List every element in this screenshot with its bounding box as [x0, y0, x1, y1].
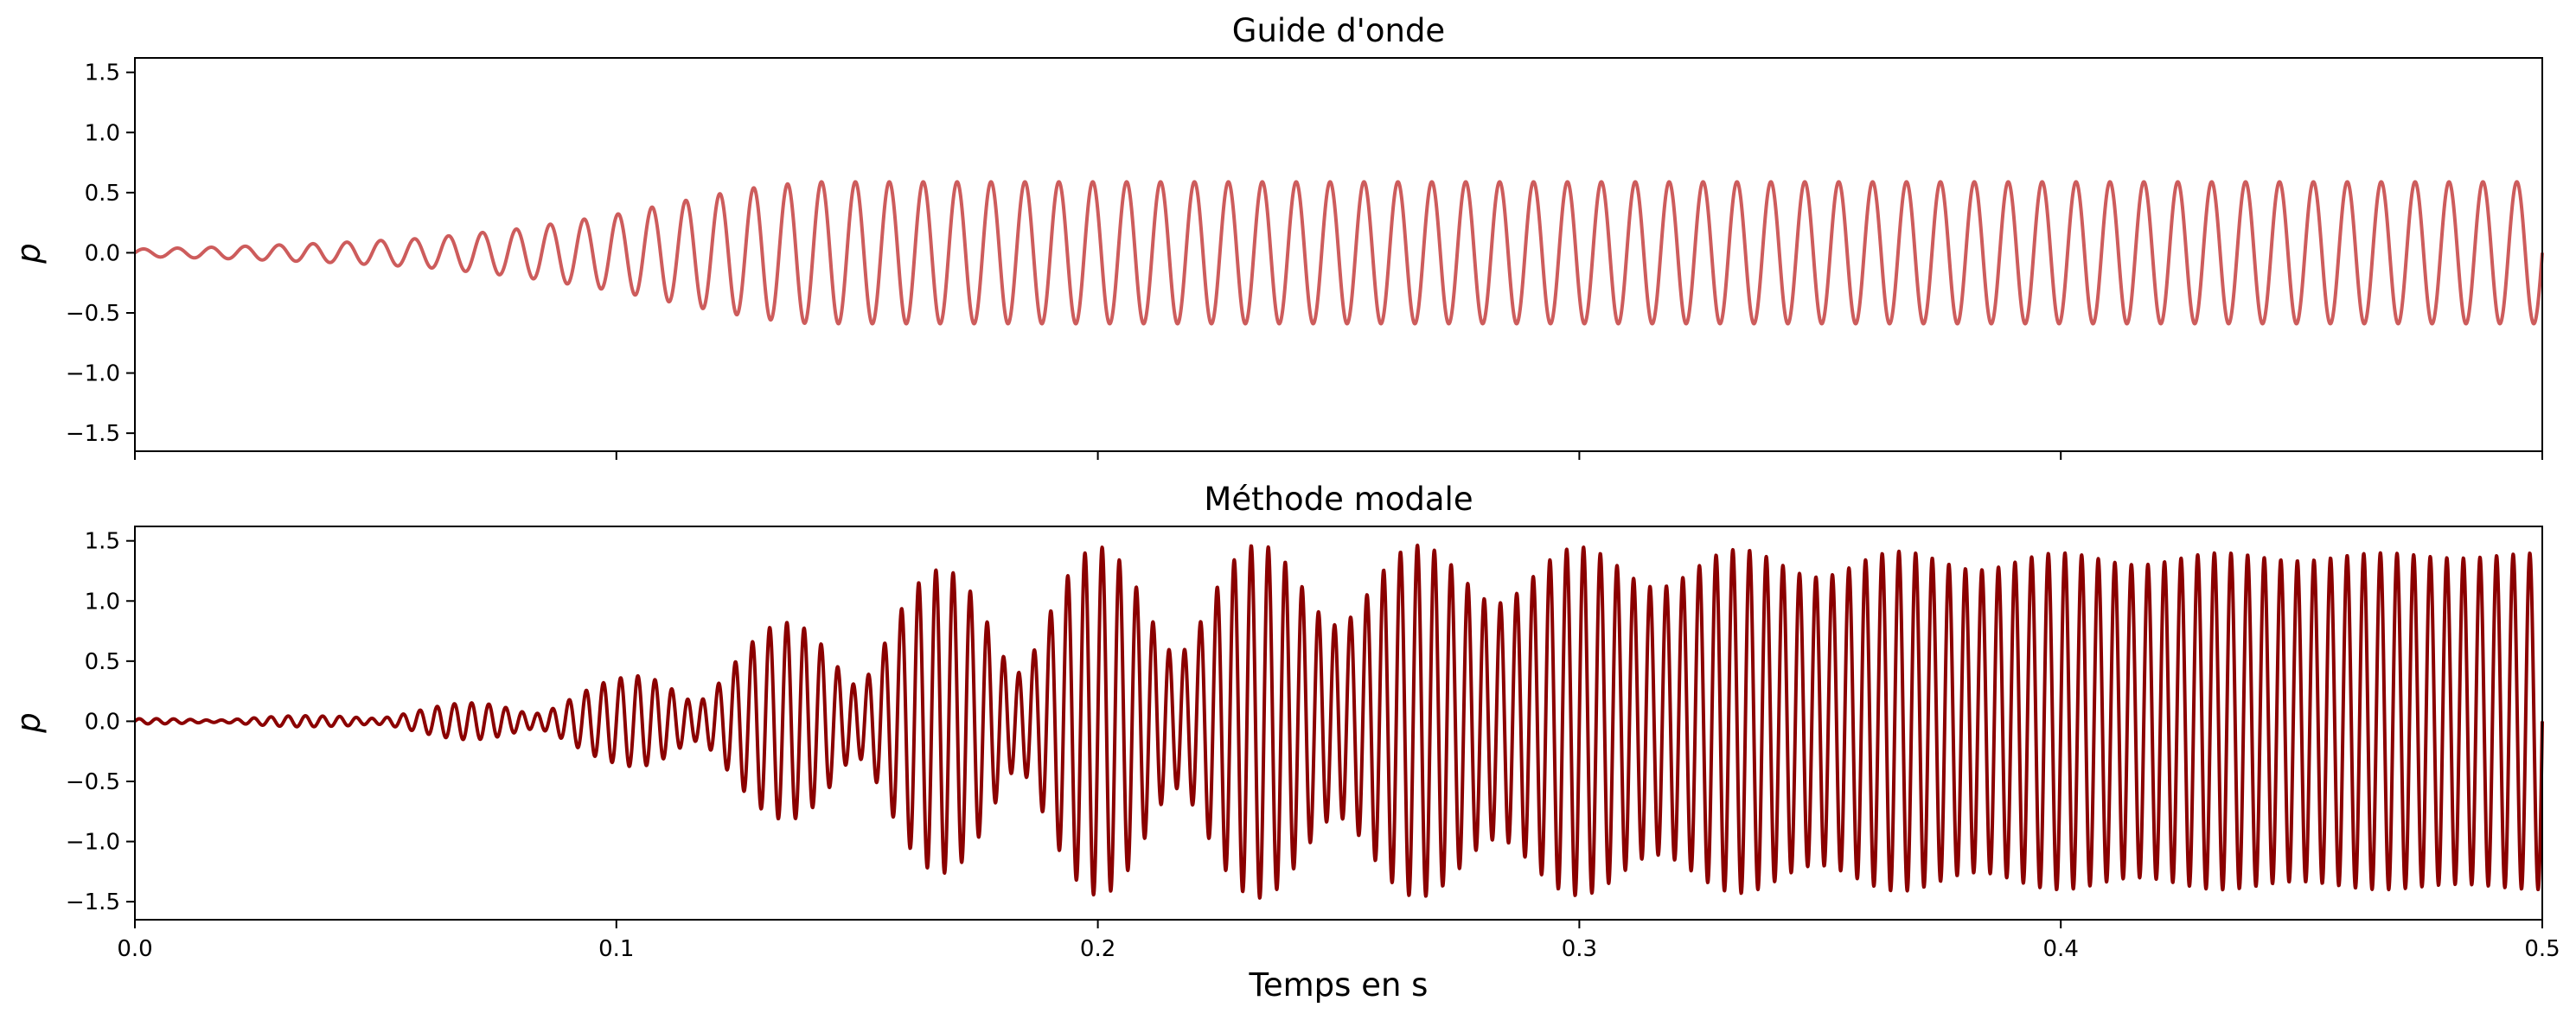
- y-tick-label: −1.5: [66, 889, 120, 915]
- subplot-guide-d-onde: Guide d'onde p −1.5 −1.0 −0.5 0.0 0.5 1.0 1.5: [10, 12, 2544, 460]
- y-tick-label: 1.0: [85, 120, 120, 146]
- x-ticks: [134, 451, 2543, 460]
- y-tick-label: 0.5: [85, 649, 120, 675]
- y-tick-label: 1.5: [85, 61, 120, 86]
- plot-frame: [134, 57, 2543, 452]
- x-tick-label: 0.3: [1562, 936, 1597, 962]
- plot-frame: [134, 526, 2543, 921]
- series-line-methode-modale: [133, 543, 2544, 900]
- x-tick-label: 0.0: [117, 936, 152, 962]
- y-tick-label: 1.0: [85, 589, 120, 615]
- y-tick-label: 0.5: [85, 181, 120, 207]
- subplot-title: Méthode modale: [1204, 481, 1473, 518]
- y-tick-label: −1.0: [66, 830, 120, 856]
- y-tick-label: −0.5: [66, 769, 120, 795]
- y-axis-label: p: [10, 712, 48, 734]
- subplot-methode-modale: Méthode modale p −1.5 −1.0 −0.5 0.0 0.5 1.0 1.…: [10, 481, 2560, 1004]
- y-tick-label: −0.5: [66, 301, 120, 327]
- y-tick-label: −1.0: [66, 361, 120, 387]
- y-tick-label: −1.5: [66, 421, 120, 447]
- y-ticks: −1.5 −1.0 −0.5 0.0 0.5 1.0 1.5: [66, 61, 135, 447]
- series-line-guide-d-onde: [133, 180, 2544, 326]
- subplot-title: Guide d'onde: [1232, 12, 1445, 49]
- x-axis-label: Temps en s: [1249, 966, 1429, 1004]
- x-tick-label: 0.4: [2043, 936, 2079, 962]
- y-tick-label: 0.0: [85, 709, 120, 735]
- y-axis-label: p: [10, 243, 48, 265]
- y-ticks: −1.5 −1.0 −0.5 0.0 0.5 1.0 1.5: [66, 529, 135, 915]
- y-tick-label: 0.0: [85, 240, 120, 266]
- y-tick-label: 1.5: [85, 529, 120, 555]
- x-tick-label: 0.1: [598, 936, 634, 962]
- x-ticks: 0.0 0.1 0.2 0.3 0.4 0.5: [117, 920, 2560, 962]
- x-tick-label: 0.2: [1080, 936, 1115, 962]
- x-tick-label: 0.5: [2524, 936, 2560, 962]
